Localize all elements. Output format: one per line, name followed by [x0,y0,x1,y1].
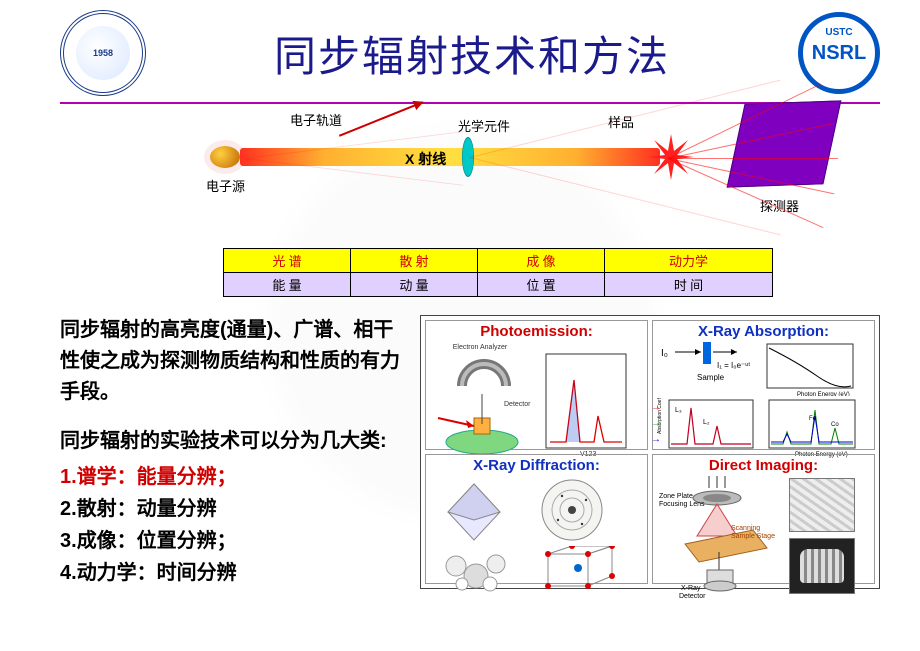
svg-text:Zone Plate: Zone Plate [659,493,693,500]
table-cell: 位 置 [478,273,605,297]
method-list: 1.谱学：能量分辨； 2.散射：动量分辨 3.成像：位置分辨； 4.动力学：时间… [60,461,412,589]
panel-title: X-Ray Absorption: [653,323,874,340]
label-source: 电子源 [206,176,245,195]
xas-spectrum-2: FeCo Photon Energy (eV) [759,398,859,458]
electron-source [210,146,240,168]
panel-xray-diffraction: X-Ray Diffraction: [425,454,648,584]
xrd-unitcell [538,546,624,600]
arrow-icon: → [651,434,661,445]
arrow-icon: → [651,418,661,429]
body-text: 同步辐射的高亮度(通量)、广谱、相干性使之成为探测物质结构和性质的有力手段。 同… [60,315,420,589]
xrd-crystal [434,480,514,544]
table-cell: 能 量 [224,273,351,297]
svg-text:L₂: L₂ [703,419,710,426]
xas-spectrum-1: L₃L₂ Absorption Coefficient [657,398,757,458]
image-sample-1 [789,478,855,532]
table-cell: 时 间 [605,273,773,297]
xrd-pattern [522,476,622,546]
image-sample-2 [789,538,855,594]
logo-year: 1958 [76,26,130,80]
label-orbit: 电子轨道 [290,110,342,129]
pe-schematic: Detector [432,346,532,456]
svg-text:Scanning: Scanning [731,525,760,532]
table-cell: 动力学 [605,249,773,273]
beamline-diagram: 电子轨道 光学元件 样品 电子源 探测器 X X 射线射线 [60,104,880,254]
list-item: 3.成像：位置分辨； [60,525,412,557]
ray-line [668,158,838,159]
panel-title: Direct Imaging: [653,457,874,474]
table-row: 光 谱 散 射 成 像 动力学 [224,249,773,273]
svg-text:Detector: Detector [504,401,531,408]
label-detector: 探测器 [760,196,799,215]
table-cell: 光 谱 [224,249,351,273]
logo-ustc-seal: 1958 [60,10,146,96]
orbit-arrow [339,101,423,137]
imaging-schematic: Zone Plate Focusing Lens Scanning Sample… [657,474,787,600]
list-item: 2.散射：动量分辨 [60,493,412,525]
table-row: 能 量 动 量 位 置 时 间 [224,273,773,297]
svg-text:Sample Stage: Sample Stage [731,533,775,540]
panel-direct-imaging: Direct Imaging: Zone Plate Focusing Lens… [652,454,875,584]
technique-panels: Photoemission: Electron Analyzer Detecto… [420,315,880,589]
paragraph: 同步辐射的实验技术可以分为几大类: [60,426,412,457]
panel-xray-absorption: X-Ray Absorption: I₀ I₁ = I₀e⁻ᵘᵗ Sample … [652,320,875,450]
xas-schematic: I₀ I₁ = I₀e⁻ᵘᵗ Sample [657,342,753,398]
methods-table: 光 谱 散 射 成 像 动力学 能 量 动 量 位 置 时 间 [223,248,773,297]
xrd-molecule [432,546,528,596]
svg-text:I₁ = I₀e⁻ᵘᵗ: I₁ = I₀e⁻ᵘᵗ [717,361,750,370]
table-cell: 散 射 [351,249,478,273]
logo-ustc-text: USTC [825,27,852,38]
svg-text:L₃: L₃ [675,407,682,414]
table-cell: 动 量 [351,273,478,297]
header: 1958 同步辐射技术和方法 USTC NSRL [60,10,880,96]
svg-text:Photon Energy (eV): Photon Energy (eV) [797,392,850,396]
slide-title: 同步辐射技术和方法 [274,23,670,84]
svg-text:Fe: Fe [809,416,817,422]
paragraph: 同步辐射的高亮度(通量)、广谱、相干性使之成为探测物质结构和性质的有力手段。 [60,315,412,408]
svg-text:X-Ray: X-Ray [681,585,701,592]
logo-nsrl: USTC NSRL [798,12,880,94]
label-optics: 光学元件 [458,116,510,135]
panel-title: X-Ray Diffraction: [426,457,647,474]
svg-text:Co: Co [831,422,839,428]
panel-photoemission: Photoemission: Electron Analyzer Detecto… [425,320,648,450]
panel-title: Photoemission: [426,323,647,340]
arrow-icon: → [651,402,661,413]
svg-text:I₀: I₀ [661,348,668,359]
xas-decay-plot: Photon Energy (eV) [757,342,857,396]
svg-text:Focusing Lens: Focusing Lens [659,501,705,508]
logo-nsrl-text: NSRL [812,42,866,65]
pe-spectrum: V123 [536,350,630,460]
svg-text:Detector: Detector [679,593,706,600]
list-item: 1.谱学：能量分辨； [60,461,412,493]
svg-text:Sample: Sample [697,373,725,382]
list-item: 4.动力学：时间分辨 [60,557,412,589]
table-cell: 成 像 [478,249,605,273]
label-xray: X X 射线射线 [405,149,446,169]
